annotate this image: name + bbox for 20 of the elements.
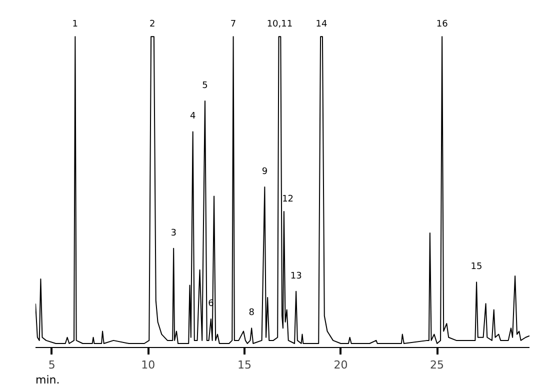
x-tick-label: 20: [334, 358, 348, 372]
x-tick-label: 15: [237, 358, 252, 372]
annotation: 10,11: [266, 20, 293, 30]
annotation: 5: [202, 80, 208, 91]
x-tick-label: 5: [48, 358, 56, 372]
annotation: 13: [290, 271, 302, 282]
annotation: 14: [316, 20, 328, 30]
annotation: 2: [150, 20, 156, 30]
annotation: 16: [436, 20, 448, 30]
annotation: 1: [72, 20, 78, 30]
annotation: 15: [470, 262, 482, 272]
annotation: 12: [282, 194, 294, 205]
x-axis-title: min.: [36, 374, 60, 386]
annotation: 7: [230, 20, 236, 30]
annotation: 9: [262, 166, 268, 177]
x-tick-label: 25: [430, 358, 444, 372]
annotation: 3: [170, 228, 176, 238]
annotation: 4: [190, 112, 196, 122]
annotation: 8: [248, 308, 255, 318]
x-tick-label: 10: [141, 358, 156, 372]
